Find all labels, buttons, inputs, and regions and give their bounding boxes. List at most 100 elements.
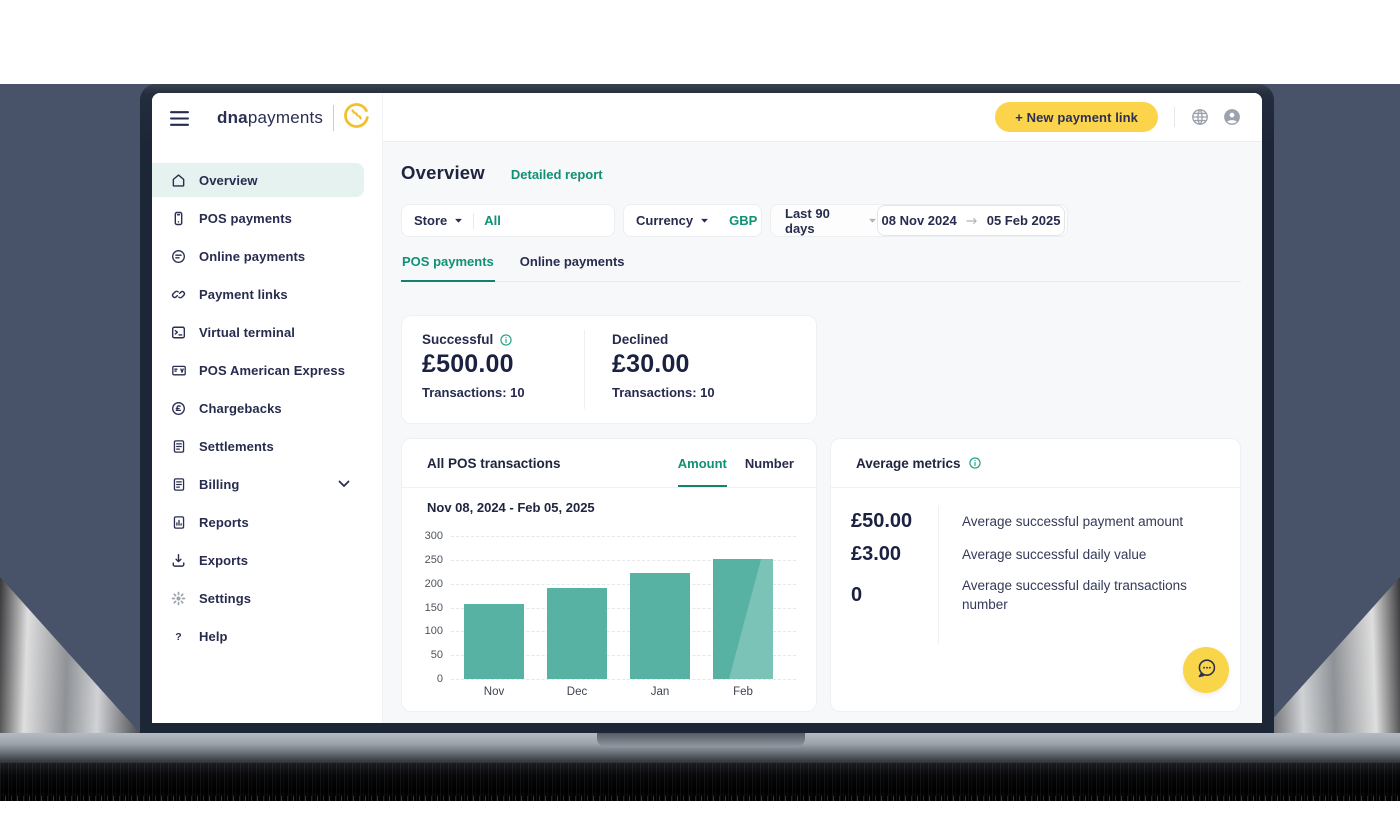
sidebar-item-pos-payments[interactable]: POS payments [152, 201, 364, 235]
info-icon[interactable] [499, 333, 513, 347]
sidebar-nav: Overview POS payments Online payments Payme… [152, 163, 382, 653]
sidebar-item-chargebacks[interactable]: Chargebacks [152, 391, 364, 425]
declined-amount: £30.00 [612, 350, 690, 378]
declined-label: Declined [612, 332, 669, 347]
y-axis-tick-label: 150 [424, 601, 443, 614]
gridline [451, 536, 796, 537]
globe-icon[interactable] [1191, 108, 1209, 126]
home-icon [170, 173, 187, 188]
tab-amount[interactable]: Amount [677, 439, 727, 487]
successful-label: Successful [422, 332, 494, 347]
gridline [451, 655, 796, 657]
tab-pos-payments[interactable]: POS payments [401, 248, 495, 282]
gear-icon [170, 591, 187, 606]
brand-logo: dnapayments [217, 102, 370, 134]
svg-text:?: ? [175, 631, 181, 643]
laptop-base-notch [597, 733, 805, 748]
topbar-divider [1174, 107, 1175, 127]
sidebar-item-label: Exports [199, 552, 249, 568]
sidebar-item-overview[interactable]: Overview [152, 163, 364, 197]
main-area: + New payment link Overview Detailed rep… [383, 93, 1262, 723]
page-title: Overview [401, 162, 485, 183]
date-range-filter[interactable]: Last 90 days 08 Nov 2024 05 Feb 2025 [770, 204, 1068, 237]
link-icon [170, 287, 187, 302]
summary-card: Successful £500.00 Transactions: 10 Decl… [401, 315, 817, 424]
x-axis-tick-label: Jan [650, 686, 670, 698]
sidebar-item-label: Settings [199, 590, 252, 606]
chart-mode-tabs: Amount Number [677, 439, 794, 487]
sidebar-item-payment-links[interactable]: Payment links [152, 277, 364, 311]
sidebar-item-online-payments[interactable]: Online payments [152, 239, 364, 273]
new-payment-link-button[interactable]: + New payment link [995, 102, 1158, 132]
y-axis-tick-label: 50 [430, 649, 443, 662]
chart-card-title: All POS transactions [427, 455, 561, 471]
currency-filter[interactable]: Currency GBP [623, 204, 762, 237]
tab-number[interactable]: Number [744, 455, 794, 471]
sidebar-item-label: Virtual terminal [199, 324, 296, 340]
metric-label: Average successful daily transactions nu… [962, 578, 1187, 612]
caret-down-icon [454, 218, 463, 224]
sidebar-item-reports[interactable]: Reports [152, 505, 364, 539]
sidebar-item-exports[interactable]: Exports [152, 543, 364, 577]
sidebar-item-pos-american-express[interactable]: POS American Express [152, 353, 364, 387]
store-filter[interactable]: Store All [401, 204, 615, 237]
chart-date-range: Nov 08, 2024 - Feb 05, 2025 [427, 500, 595, 515]
metric-label: Average successful daily value [962, 547, 1147, 562]
date-range-preset-label: Last 90 days [785, 205, 830, 236]
amex-icon [170, 363, 187, 378]
currency-filter-value: GBP [729, 213, 758, 228]
export-icon [170, 553, 187, 568]
metric-value: 0 [851, 583, 863, 606]
sidebar: dnapayments Overview POS payments Online p… [152, 93, 383, 723]
chevron-down-icon [338, 480, 350, 488]
average-metrics-card: Average metrics £50.00 Average successful… [830, 438, 1241, 712]
title-row: Overview Detailed report [401, 162, 603, 184]
metrics-divider [938, 506, 939, 644]
sidebar-item-label: Help [199, 628, 228, 644]
sidebar-item-label: Reports [199, 514, 249, 530]
sidebar-item-label: Payment links [199, 286, 288, 302]
metric-row: £3.00 Average successful daily value [851, 539, 1220, 570]
brand-divider [333, 105, 335, 131]
sidebar-item-label: Billing [199, 476, 240, 492]
metric-value: £3.00 [851, 543, 902, 565]
sidebar-item-virtual-terminal[interactable]: Virtual terminal [152, 315, 364, 349]
metrics-list: £50.00 Average successful payment amount £… [851, 505, 1220, 618]
sidebar-item-label: Chargebacks [199, 400, 282, 416]
bar-dec[interactable] [547, 588, 607, 679]
sidebar-item-settings[interactable]: Settings [152, 581, 364, 615]
date-to: 05 Feb 2025 [986, 213, 1061, 228]
filter-row: Store All Currency GBP Last 90 d [401, 204, 1068, 237]
sidebar-item-settlements[interactable]: Settlements [152, 429, 364, 463]
info-icon[interactable] [968, 456, 982, 470]
y-axis-tick-label: 100 [424, 625, 443, 638]
doc-icon [170, 439, 187, 454]
date-range-values[interactable]: 08 Nov 2024 05 Feb 2025 [877, 205, 1065, 236]
sidebar-item-label: POS American Express [199, 362, 346, 378]
bar-jan[interactable] [630, 573, 690, 679]
date-from: 08 Nov 2024 [881, 213, 957, 228]
successful-transactions: Transactions: 10 [422, 385, 525, 400]
y-axis-tick-label: 200 [424, 577, 443, 590]
dna-logo-icon [343, 102, 370, 134]
gridline [451, 559, 796, 561]
metric-row: £50.00 Average successful payment amount [851, 505, 1220, 537]
metric-label: Average successful payment amount [962, 513, 1184, 529]
content-area: Overview Detailed report Store All Curre… [383, 142, 1262, 723]
sidebar-item-help[interactable]: ? Help [152, 619, 364, 653]
chat-fab-button[interactable] [1183, 647, 1229, 693]
tab-online-payments[interactable]: Online payments [519, 254, 625, 269]
detailed-report-link[interactable]: Detailed report [510, 167, 603, 182]
declined-summary: Declined £30.00 Transactions: 10 [612, 332, 715, 400]
bar-feb[interactable] [713, 559, 773, 679]
topbar: + New payment link [383, 93, 1262, 142]
caret-down-icon [700, 218, 709, 224]
user-avatar-icon[interactable] [1223, 108, 1241, 126]
sidebar-item-label: Overview [199, 172, 258, 188]
hamburger-menu-icon[interactable] [164, 105, 195, 132]
sidebar-item-billing[interactable]: Billing [152, 467, 364, 501]
store-filter-value: All [484, 213, 501, 228]
x-axis-tick-label: Feb [733, 686, 753, 698]
bar-nov[interactable] [464, 604, 524, 679]
